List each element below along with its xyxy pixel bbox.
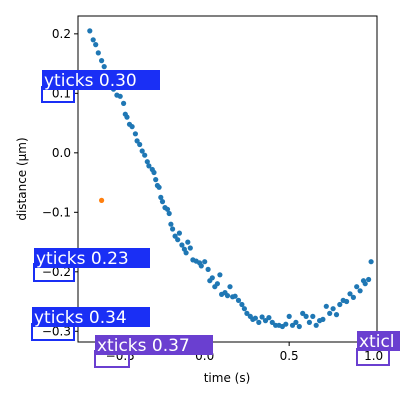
- scatter-point: [214, 281, 220, 287]
- scatter-point: [124, 114, 130, 120]
- scatter-point: [337, 301, 343, 308]
- scatter-point: [366, 276, 372, 283]
- scatter-point: [333, 312, 340, 318]
- scatter-point: [320, 316, 326, 322]
- scatter-point: [300, 310, 306, 316]
- scatter-point: [217, 272, 223, 278]
- scatter-point: [262, 318, 269, 324]
- scatter-point: [306, 319, 312, 325]
- x-tick-label: 1.0: [364, 349, 383, 363]
- scatter-point: [132, 131, 138, 137]
- detection-ytick-023: yticks 0.23: [33, 248, 150, 282]
- scatter-point: [323, 303, 329, 309]
- scatter-point: [99, 58, 105, 64]
- scatter-point: [313, 322, 319, 328]
- scatter-point: [227, 284, 233, 290]
- detection-overlays: yticks 0.30 yticks 0.23 yticks 0.34 xtic…: [31, 70, 400, 368]
- scatter-point: [241, 306, 247, 312]
- y-axis-label: distance (µm): [15, 137, 29, 220]
- scatter-point: [153, 177, 159, 183]
- scatter-point: [144, 159, 150, 165]
- scatter-point: [252, 315, 258, 321]
- detection-xtick-037: xticks 0.37: [94, 335, 213, 368]
- scatter-point: [198, 263, 204, 269]
- scatter-point: [156, 184, 162, 190]
- scatter-point: [293, 319, 299, 325]
- scatter-point: [164, 206, 171, 212]
- scatter-point: [93, 42, 99, 48]
- scatter-point: [289, 322, 296, 328]
- x-axis-label: time (s): [204, 371, 251, 385]
- scatter-point: [101, 64, 107, 70]
- scatter-point: [90, 37, 96, 43]
- detection-label: xticl: [359, 332, 395, 352]
- scatter-point: [239, 301, 245, 308]
- scatter-point: [205, 266, 211, 272]
- scatter-point: [296, 323, 302, 330]
- detection-label: xticks 0.37: [97, 336, 190, 356]
- scatter-point: [235, 297, 242, 303]
- scatter-point: [166, 210, 172, 217]
- detection-ytick-030: yticks 0.30: [41, 70, 160, 103]
- scatter-point: [146, 163, 152, 169]
- detection-label: yticks 0.30: [44, 71, 137, 91]
- scatter-point: [99, 197, 105, 203]
- scatter-point: [347, 291, 353, 297]
- scatter-point: [176, 230, 182, 236]
- plot-frame: [77, 15, 378, 343]
- y-tick-label: −0.2: [42, 265, 71, 279]
- scatter-point: [368, 259, 374, 265]
- x-tick-label: 0.5: [280, 349, 299, 363]
- scatter-point: [283, 321, 289, 327]
- scatter-point: [151, 169, 157, 176]
- y-tick-label: −0.1: [42, 205, 71, 219]
- scatter-point: [158, 194, 164, 200]
- scatter-point: [330, 306, 336, 312]
- detection-ytick-034: yticks 0.34: [31, 307, 150, 341]
- scatter-point: [354, 284, 360, 290]
- y-tick-label: −0.3: [42, 324, 71, 338]
- scatter-point: [244, 310, 250, 316]
- scatter-point: [350, 294, 356, 300]
- scatter-point: [175, 237, 181, 243]
- scatter-point: [142, 152, 148, 158]
- scatter-point: [310, 313, 316, 319]
- scatter-point: [187, 245, 193, 251]
- scatter-point: [259, 314, 265, 320]
- scatter-point: [121, 100, 127, 106]
- scatter-point: [159, 199, 166, 205]
- scatter-point: [183, 250, 189, 256]
- scatter-point: [117, 93, 123, 99]
- scatter-point: [139, 148, 145, 154]
- scatter-point: [95, 50, 101, 56]
- scatter-point: [266, 315, 272, 321]
- scatter-point: [202, 259, 208, 265]
- scatter-point: [327, 310, 333, 316]
- scatter-point: [137, 141, 143, 148]
- scatter-point: [303, 313, 309, 319]
- scatter-point: [224, 293, 231, 299]
- scatter-point: [362, 281, 368, 287]
- detection-label: yticks 0.34: [34, 308, 127, 328]
- scatter-point: [232, 293, 238, 299]
- scatter-point: [286, 313, 292, 319]
- scatter-point: [344, 298, 350, 305]
- scatter-point: [185, 239, 191, 245]
- scatter-point: [134, 138, 140, 144]
- scatter-point: [129, 124, 135, 130]
- scatter-point: [168, 221, 174, 227]
- detection-label: yticks 0.23: [36, 249, 129, 269]
- scatter-point: [357, 288, 363, 294]
- y-tick-label: 0.0: [52, 146, 71, 160]
- scatter-point: [209, 275, 215, 281]
- scatter-point: [256, 319, 262, 325]
- scatter-point: [179, 242, 185, 248]
- y-tick-label: 0.2: [52, 27, 71, 41]
- detection-xtick-truncated: xticl: [356, 331, 400, 366]
- scatter-point: [172, 233, 178, 239]
- scatter-point: [170, 226, 176, 232]
- scatter-point: [87, 28, 93, 34]
